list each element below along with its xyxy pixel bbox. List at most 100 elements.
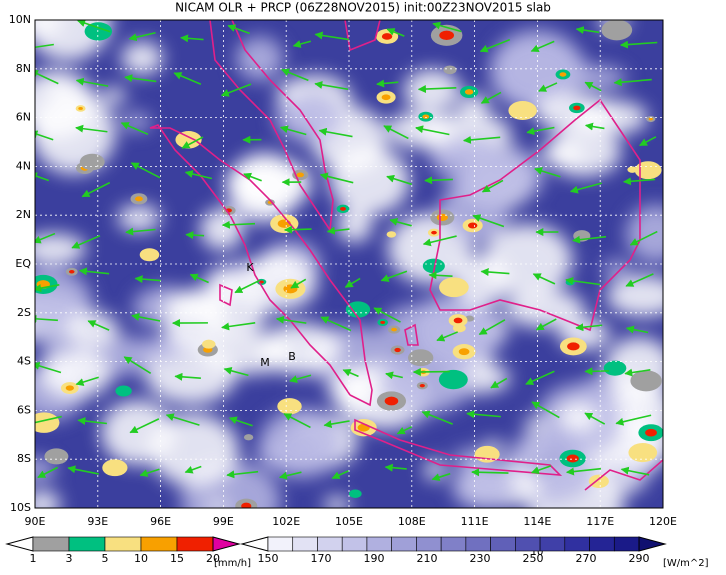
- rain-cell: [140, 248, 160, 261]
- lon-label: 99E: [213, 515, 234, 528]
- colorbar-segment: [515, 537, 540, 551]
- rain-cell: [630, 370, 661, 391]
- rain-cell: [601, 20, 632, 41]
- colorbar-segment: [268, 537, 293, 551]
- rain-core: [69, 270, 75, 274]
- cloud: [535, 94, 613, 132]
- wind-vector: [285, 229, 312, 230]
- cloud: [66, 312, 118, 347]
- rain-core: [391, 328, 397, 332]
- colorbar-label: 1: [30, 552, 37, 565]
- colorbar-label: 210: [417, 552, 438, 565]
- lat-label: 6N: [16, 111, 31, 124]
- colorbar-segment: [293, 537, 318, 551]
- rain-cell: [589, 475, 609, 488]
- colorbar-label: 150: [258, 552, 279, 565]
- colorbar-segment: [69, 537, 105, 551]
- rain-core: [573, 106, 580, 111]
- colorbar-segment: [441, 537, 466, 551]
- colorbar-label: 3: [66, 552, 73, 565]
- lon-label: 117E: [586, 515, 614, 528]
- colorbar-end: [242, 537, 268, 551]
- cloud: [324, 497, 350, 514]
- colorbar-unit: [mm/h]: [214, 558, 251, 569]
- rain-core: [78, 107, 83, 110]
- cloud: [483, 224, 572, 296]
- rain-cell: [202, 340, 215, 349]
- lon-label: 120E: [649, 515, 677, 528]
- rain-core: [567, 455, 579, 463]
- rain-core: [382, 94, 391, 100]
- colorbar-segment: [367, 537, 392, 551]
- rain-cell: [508, 101, 536, 120]
- colorbar-segment: [317, 537, 342, 551]
- lon-label: 102E: [272, 515, 300, 528]
- colorbar-segment: [466, 537, 491, 551]
- title: NICAM OLR + PRCP (06Z28NOV2015) init:00Z…: [175, 1, 551, 15]
- colorbar-label: 190: [364, 552, 385, 565]
- wind-vector: [472, 472, 509, 473]
- lon-label: 90E: [25, 515, 46, 528]
- colorbar-label: 290: [629, 552, 650, 565]
- rain-core: [567, 342, 580, 350]
- lon-label: 96E: [150, 515, 171, 528]
- rain-core: [559, 72, 566, 76]
- cloud: [431, 136, 508, 182]
- lon-label: 105E: [335, 515, 363, 528]
- rain-cell: [277, 398, 301, 414]
- colorbar-segment: [177, 537, 213, 551]
- rain-cell: [102, 459, 127, 476]
- wind-vector: [585, 371, 609, 372]
- cloud: [101, 400, 174, 465]
- rain-cell: [439, 277, 469, 297]
- rain-cell: [387, 231, 397, 237]
- colorbar-segment: [565, 537, 590, 551]
- rain-cell: [443, 65, 456, 74]
- colorbar-end: [7, 537, 33, 551]
- lat-label: EQ: [15, 257, 31, 270]
- lat-label: 10S: [10, 501, 31, 514]
- rain-cell: [349, 490, 362, 498]
- rain-core: [340, 207, 346, 211]
- rain-core: [649, 118, 653, 121]
- lat-label: 8S: [17, 452, 31, 465]
- rain-cell: [244, 434, 253, 440]
- colorbar-end: [639, 537, 665, 551]
- colorbar-segment: [540, 537, 565, 551]
- colorbar-segment: [491, 537, 516, 551]
- place-label: K: [246, 261, 254, 274]
- colorbar-label: 15: [170, 552, 184, 565]
- lat-label: 2S: [17, 306, 31, 319]
- colorbar-end: [213, 537, 239, 551]
- colorbar-segment: [141, 537, 177, 551]
- colorbar-segment: [590, 537, 615, 551]
- cloud: [260, 408, 343, 478]
- cloud: [618, 480, 643, 491]
- lat-label: 8N: [16, 62, 31, 75]
- lat-label: 2N: [16, 208, 31, 221]
- cloud: [541, 143, 585, 164]
- rain-core: [454, 318, 463, 324]
- rain-cell: [346, 301, 370, 317]
- lat-label: 4S: [17, 355, 31, 368]
- cloud: [606, 275, 680, 317]
- cloud: [122, 113, 151, 131]
- colorbar-segment: [614, 537, 639, 551]
- lon-label: 111E: [461, 515, 489, 528]
- cloud: [626, 205, 685, 262]
- colorbar-label: 250: [523, 552, 544, 565]
- cloud: [236, 37, 283, 81]
- rain-cell: [628, 443, 657, 462]
- cloud: [523, 418, 546, 431]
- rain-cell: [439, 370, 468, 389]
- rain-core: [380, 321, 385, 324]
- rain-cell: [604, 361, 627, 376]
- colorbar-segment: [392, 537, 417, 551]
- cloud: [206, 500, 229, 511]
- cloud: [337, 209, 372, 243]
- lat-label: 4N: [16, 159, 31, 172]
- colorbar-label: 230: [470, 552, 491, 565]
- colorbar-segment: [342, 537, 367, 551]
